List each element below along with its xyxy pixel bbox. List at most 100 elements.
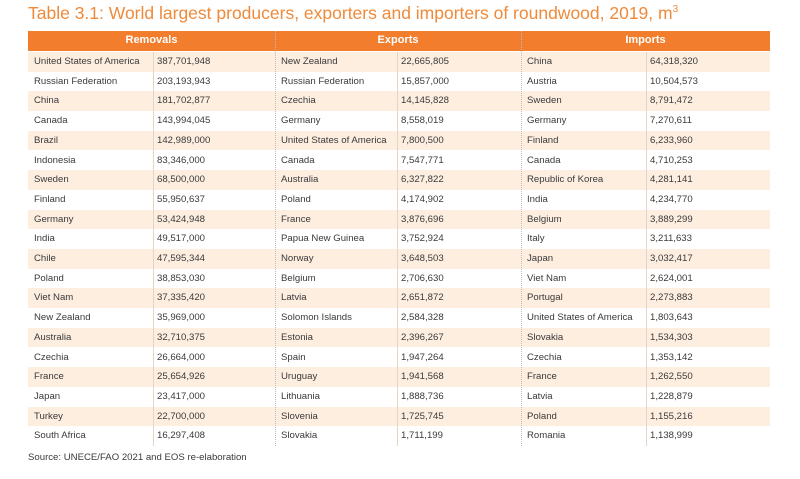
- value: 35,969,000: [157, 312, 206, 324]
- country: Slovakia: [527, 331, 564, 343]
- country: Sweden: [527, 95, 562, 107]
- country: Japan: [527, 253, 554, 264]
- country: New Zealand: [34, 312, 91, 324]
- value: 7,800,500: [401, 134, 444, 146]
- value: 25,654,926: [157, 371, 206, 383]
- group-divider: [521, 31, 522, 446]
- value: 47,595,344: [157, 253, 206, 264]
- column-divider: [153, 52, 154, 446]
- country: Czechia: [527, 351, 562, 363]
- country: Poland: [34, 272, 64, 284]
- country: United States of America: [281, 134, 387, 146]
- row-stripe: [28, 288, 770, 309]
- value: 1,155,216: [650, 410, 693, 422]
- country: Brazil: [34, 134, 58, 146]
- value: 2,706,630: [401, 272, 444, 284]
- value: 1,711,199: [401, 430, 443, 442]
- country: Japan: [34, 390, 61, 402]
- value: 15,857,000: [401, 75, 450, 87]
- value: 64,318,320: [650, 56, 699, 67]
- country: Slovakia: [281, 430, 318, 442]
- value: 6,327,822: [401, 174, 444, 186]
- value: 55,950,637: [157, 193, 206, 205]
- country: Spain: [281, 351, 306, 363]
- country: Solomon Islands: [281, 312, 352, 324]
- country: Papua New Guinea: [281, 233, 365, 245]
- country: Norway: [281, 253, 314, 264]
- value: 16,297,408: [157, 430, 206, 442]
- value: 142,989,000: [157, 134, 211, 146]
- country: Portugal: [527, 292, 563, 304]
- value: 1,534,303: [650, 331, 693, 343]
- value: 181,702,877: [157, 95, 211, 107]
- country: Indonesia: [34, 154, 76, 166]
- country: Romania: [527, 430, 566, 442]
- value: 1,228,879: [650, 390, 693, 402]
- country: China: [527, 56, 553, 67]
- value: 1,941,568: [401, 371, 444, 383]
- country: Canada: [281, 154, 315, 166]
- value: 3,032,417: [650, 253, 693, 264]
- value: 2,273,883: [650, 292, 693, 304]
- value: 10,504,573: [650, 75, 699, 87]
- row-stripe: [28, 209, 770, 230]
- country: Chile: [34, 253, 56, 264]
- value: 38,853,030: [157, 272, 206, 284]
- value: 14,145,828: [401, 95, 450, 107]
- value: 2,396,267: [401, 331, 444, 343]
- value: 32,710,375: [157, 331, 206, 343]
- value: 8,558,019: [401, 115, 444, 127]
- value: 1,353,142: [650, 351, 693, 363]
- country: Latvia: [527, 390, 553, 402]
- country: United States of America: [527, 312, 633, 324]
- country: Sweden: [34, 174, 69, 186]
- value: 6,233,960: [650, 134, 693, 146]
- value: 7,270,611: [650, 115, 692, 127]
- value: 3,876,696: [401, 213, 444, 225]
- row-stripe: [28, 52, 770, 72]
- value: 1,725,745: [401, 410, 444, 422]
- value: 3,211,633: [650, 233, 692, 245]
- value: 203,193,943: [157, 75, 211, 87]
- title: Table 3.1: World largest producers, expo…: [28, 3, 678, 24]
- group-header: Removals: [125, 34, 178, 46]
- country: France: [527, 371, 557, 383]
- country: New Zealand: [281, 56, 338, 67]
- country: France: [34, 371, 64, 383]
- country: Poland: [281, 193, 311, 205]
- value: 23,417,000: [157, 390, 206, 402]
- value: 387,701,948: [157, 56, 211, 67]
- row-stripe: [28, 367, 770, 387]
- value: 143,994,045: [157, 115, 211, 127]
- country: Russian Federation: [281, 75, 365, 87]
- country: China: [34, 95, 60, 107]
- country: South Africa: [34, 430, 86, 442]
- value: 22,700,000: [157, 410, 206, 422]
- value: 1,888,736: [401, 390, 444, 402]
- country: Canada: [527, 154, 561, 166]
- value: 53,424,948: [157, 213, 206, 225]
- source-note: Source: UNECE/FAO 2021 and EOS re-elabor…: [28, 452, 247, 463]
- value: 22,665,805: [401, 56, 450, 67]
- country: Australia: [281, 174, 319, 186]
- value: 1,803,643: [650, 312, 693, 324]
- group-divider: [275, 31, 276, 446]
- country: Viet Nam: [34, 292, 74, 304]
- value: 3,648,503: [401, 253, 444, 264]
- value: 4,174,902: [401, 193, 444, 205]
- row-stripe: [28, 249, 770, 269]
- country: Latvia: [281, 292, 307, 304]
- country: Italy: [527, 233, 545, 245]
- country: India: [34, 233, 55, 245]
- value: 49,517,000: [157, 233, 206, 245]
- column-divider: [397, 52, 398, 446]
- column-divider: [646, 52, 647, 446]
- header-bar: [28, 31, 770, 51]
- country: India: [527, 193, 548, 205]
- row-stripe: [28, 327, 770, 348]
- value: 8,791,472: [650, 95, 693, 107]
- value: 2,624,001: [650, 272, 693, 284]
- value: 26,664,000: [157, 351, 206, 363]
- country: Russian Federation: [34, 75, 118, 87]
